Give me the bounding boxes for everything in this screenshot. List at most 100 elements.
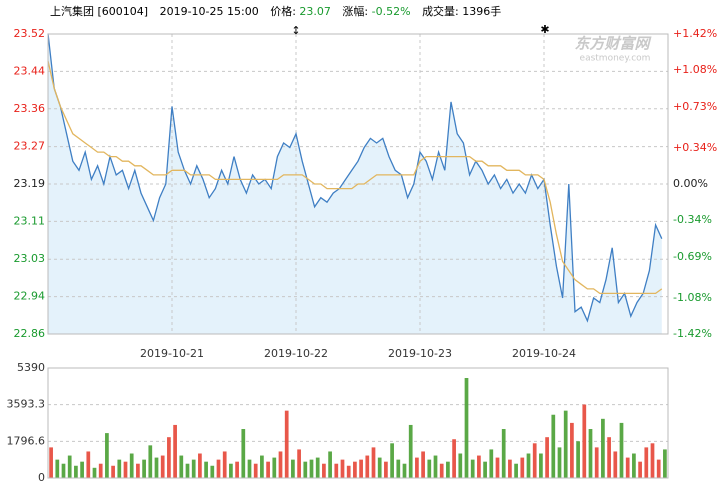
volume-bar xyxy=(402,463,407,478)
volume-bar xyxy=(477,455,481,478)
volume-bar xyxy=(458,453,463,478)
volume-bar xyxy=(309,459,314,478)
volume-bar xyxy=(532,443,537,478)
volume-bar xyxy=(563,410,568,478)
volume-bar xyxy=(613,451,618,478)
volume-bar xyxy=(464,378,469,478)
average-line xyxy=(47,60,663,295)
volume-bar xyxy=(80,461,84,478)
volume-label: 成交量: xyxy=(422,4,459,18)
volume-bar xyxy=(291,459,295,478)
volume-bar xyxy=(594,447,599,478)
volume-bar xyxy=(123,461,128,478)
y-tick-label: 23.03 xyxy=(14,252,46,265)
volume-bar xyxy=(129,453,134,478)
volume-bar xyxy=(427,459,432,478)
y-tick-label: 23.52 xyxy=(14,27,46,40)
y2-tick-label: -1.08% xyxy=(673,291,712,304)
volume-bar xyxy=(105,433,109,478)
volume-bar xyxy=(508,459,512,478)
y2-tick-label: +1.42% xyxy=(673,27,717,40)
x-tick-label: 2019-10-23 xyxy=(388,347,452,360)
volume-bar xyxy=(483,461,487,478)
watermark-brand: 东方财富网 xyxy=(574,35,652,53)
price: 23.07 xyxy=(299,5,331,18)
y2-tick-label: -0.69% xyxy=(673,250,712,263)
volume-bar xyxy=(278,451,283,478)
volume-bar xyxy=(365,455,370,478)
volume-bar xyxy=(154,457,159,478)
volume-bar xyxy=(222,451,227,478)
x-tick-label: 2019-10-22 xyxy=(264,347,328,360)
volume-bar xyxy=(514,463,518,478)
volume-bar xyxy=(619,422,624,478)
event-marker: ✱ xyxy=(540,23,549,36)
event-marker: ↕ xyxy=(291,24,300,37)
volume-bar xyxy=(74,465,78,478)
volume-bar xyxy=(98,463,103,478)
volume-bar xyxy=(446,461,450,478)
volume-bar xyxy=(346,465,351,478)
watermark-site: eastmoney.com xyxy=(580,54,651,64)
volume-bar xyxy=(340,459,345,478)
y-tick-label: 23.44 xyxy=(14,64,46,77)
y-tick-label: 23.11 xyxy=(14,214,46,227)
stock-code: [600104] xyxy=(98,5,149,18)
volume-bar xyxy=(390,443,394,478)
volume-bar xyxy=(607,437,611,478)
volume-bar xyxy=(545,437,549,478)
volume-bar xyxy=(185,463,190,478)
y2-tick-label: 0.00% xyxy=(673,177,708,190)
volume-bar xyxy=(272,457,277,478)
volume-bar xyxy=(86,451,91,478)
y2-tick-label: -0.34% xyxy=(673,213,712,226)
volume-bar xyxy=(67,455,72,478)
volume-bar xyxy=(92,467,97,478)
volume-bar xyxy=(173,424,177,478)
volume-bar xyxy=(55,459,60,478)
volume-bar xyxy=(260,455,264,478)
volume-bar xyxy=(111,465,115,478)
y2-tick-label: +0.34% xyxy=(673,141,717,154)
change-label: 涨幅: xyxy=(342,5,368,18)
y-tick-label: 23.27 xyxy=(14,140,46,153)
volume-bar xyxy=(334,463,339,478)
volume-bar xyxy=(216,459,221,478)
y2-tick-label: -1.42% xyxy=(673,327,712,340)
volume-bar xyxy=(179,455,184,478)
volume-bar xyxy=(377,457,382,478)
volume-frame xyxy=(47,367,669,479)
volume-bar xyxy=(396,459,401,478)
y-tick-label: 22.94 xyxy=(14,290,46,303)
datetime: 2019-10-25 15:00 xyxy=(160,5,259,18)
plot-layer: 23.52 23.44 23.36 23.27 23.19 23.11 23.03 22.94… xyxy=(7,27,718,484)
volume-bar xyxy=(167,437,171,478)
y2-tick-label: +1.08% xyxy=(673,63,717,76)
volume-bar xyxy=(371,447,376,478)
volume-bar xyxy=(204,461,208,478)
price-label: 价格: xyxy=(270,4,296,18)
volume-bar xyxy=(210,465,215,478)
volume-bar xyxy=(198,453,202,478)
volume-bar xyxy=(520,457,525,478)
volume-bar xyxy=(160,455,165,478)
volume-bar xyxy=(501,429,506,478)
price-line xyxy=(47,33,663,323)
y-tick-label: 23.36 xyxy=(14,102,46,115)
volume-bar xyxy=(284,410,289,478)
volume-bar xyxy=(61,463,66,478)
volume-bar xyxy=(315,457,320,478)
volume-bar xyxy=(650,443,655,478)
volume-bar xyxy=(191,459,196,478)
volume-bar xyxy=(576,441,580,478)
change: -0.52% xyxy=(372,5,411,18)
y-tick-label: 22.86 xyxy=(14,327,46,340)
volume-bar xyxy=(117,459,122,478)
volume-bar xyxy=(359,459,363,478)
volume-bar xyxy=(247,459,252,478)
volume-bar xyxy=(235,461,239,478)
volume-bar xyxy=(253,463,258,478)
volume-bar xyxy=(656,459,661,478)
y-tick-label: 3593.3 xyxy=(7,398,46,411)
